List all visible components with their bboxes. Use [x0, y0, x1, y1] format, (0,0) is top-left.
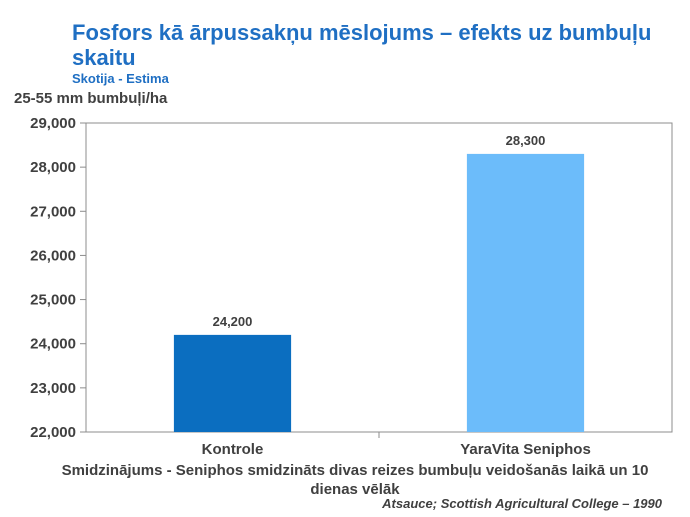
chart-subtitle: Skotija - Estima: [72, 71, 169, 86]
y-tick-label: 24,000: [30, 336, 76, 353]
data-label: 28,300: [506, 133, 546, 148]
y-tick-label: 29,000: [30, 115, 76, 132]
data-label: 24,200: [213, 314, 253, 329]
y-tick-label: 27,000: [30, 203, 76, 220]
y-tick-label: 28,000: [30, 159, 76, 176]
y-tick-label: 25,000: [30, 292, 76, 309]
bar-2: [466, 153, 585, 432]
y-tick-label: 26,000: [30, 247, 76, 264]
chart-caption: Smidzinājums - Seniphos smidzināts divas…: [61, 462, 649, 498]
y-tick-label: 22,000: [30, 424, 76, 441]
x-tick-label: YaraVita Seniphos: [460, 441, 591, 458]
y-axis-label: 25-55 mm bumbuļi/ha: [14, 90, 168, 107]
y-tick-label: 23,000: [30, 380, 76, 397]
bar-1: [173, 334, 292, 432]
chart-title: Fosfors kā ārpussakņu mēslojums – efekts…: [72, 20, 652, 70]
source-note: Atsauce; Scottish Agricultural College –…: [382, 496, 662, 511]
x-tick-label: Kontrole: [202, 441, 264, 458]
